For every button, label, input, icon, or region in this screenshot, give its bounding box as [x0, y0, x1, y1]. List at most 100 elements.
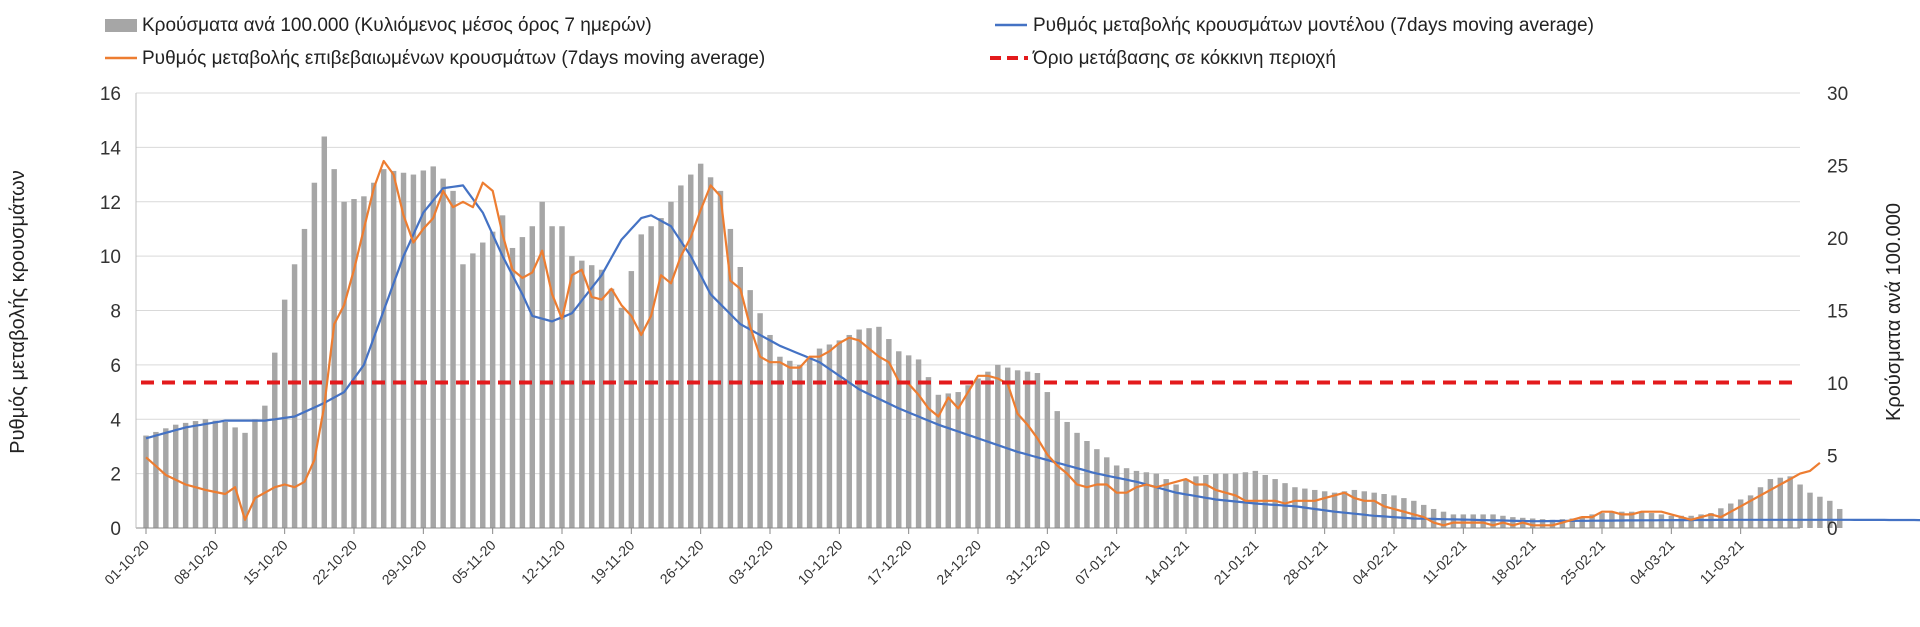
line-series [141, 159, 1920, 527]
legend-label-confirmed: Ρυθμός μεταβολής επιβεβαιωμένων κρουσμάτ… [142, 48, 765, 69]
y-right-tick-label: 25 [1827, 157, 1848, 178]
bar [1827, 500, 1833, 528]
bar [747, 290, 753, 528]
bar [202, 419, 209, 528]
bar [1143, 472, 1150, 528]
bar [1331, 492, 1338, 528]
bar [787, 360, 793, 528]
legend-item-bars: Κρούσματα ανά 100.000 (Κυλιόμενος μέσος … [105, 15, 652, 36]
bar [1193, 476, 1199, 528]
y-right-tick-label: 10 [1827, 374, 1848, 395]
bar [777, 356, 783, 528]
bar [598, 269, 605, 528]
y-left-tick-label: 10 [100, 247, 121, 268]
bar [232, 427, 238, 528]
bar [1460, 514, 1467, 528]
bar [1094, 449, 1100, 528]
y-left-tick-label: 2 [110, 465, 121, 486]
legend-item-threshold: Όριο μετάβασης σε κόκκινη περιοχή [990, 48, 1336, 69]
bar [1698, 514, 1704, 528]
y-left-tick-label: 16 [100, 84, 121, 105]
bar [915, 359, 922, 528]
bar [1292, 487, 1298, 528]
y-left-tick-label: 12 [100, 193, 121, 214]
bar [1014, 370, 1021, 528]
x-tick-label: 31-12-20 [1003, 537, 1054, 588]
bar [351, 199, 357, 528]
bar [1549, 519, 1556, 528]
bar [1539, 519, 1546, 528]
legend-label-threshold: Όριο μετάβασης σε κόκκινη περιοχή [1032, 48, 1336, 69]
x-tick-label: 01-10-20 [101, 537, 152, 588]
x-tick-label: 28-01-21 [1280, 537, 1331, 588]
bar [420, 170, 427, 528]
legend-label-bars: Κρούσματα ανά 100.000 (Κυλιόμενος μέσος … [142, 15, 652, 36]
bar [816, 348, 823, 528]
bar [1163, 479, 1169, 528]
bar [1203, 474, 1209, 528]
bar [1212, 473, 1219, 528]
bar [1777, 477, 1784, 528]
x-tick-label: 04-03-21 [1627, 537, 1678, 588]
bar [1450, 514, 1457, 528]
bar [579, 260, 585, 528]
bar [390, 170, 397, 528]
bar [1767, 479, 1774, 528]
bar [559, 226, 565, 528]
bar [1371, 492, 1377, 528]
bar [1272, 479, 1278, 528]
y-axis-right-ticks: 0 5 10 15 20 25 30 [1827, 84, 1848, 540]
x-tick-label: 05-11-20 [449, 537, 499, 587]
bar [470, 253, 476, 528]
legend-item-confirmed: Ρυθμός μεταβολής επιβεβαιωμένων κρουσμάτ… [105, 48, 765, 69]
bar [1797, 484, 1803, 528]
bar [707, 177, 714, 528]
bar [905, 355, 912, 528]
bar [826, 344, 833, 528]
legend-label-model: Ρυθμός μεταβολής κρουσμάτων μοντέλου (7d… [1033, 15, 1594, 36]
x-tick-label: 26-11-20 [657, 537, 707, 587]
bar [222, 421, 228, 528]
bar [965, 385, 971, 528]
bar [1153, 473, 1160, 528]
bar [1381, 494, 1387, 528]
series-line-confirmed [145, 159, 1821, 527]
y-left-tick-label: 0 [110, 519, 121, 540]
x-tick-label: 17-12-20 [864, 537, 915, 588]
bar [380, 169, 387, 528]
bar [717, 190, 724, 528]
legend: Κρούσματα ανά 100.000 (Κυλιόμενος μέσος … [105, 15, 1594, 69]
bar [252, 419, 258, 528]
bar [876, 326, 882, 528]
y-axis-left-title: Ρυθμός μεταβολής κρουσμάτων [7, 170, 29, 454]
bar [499, 215, 506, 528]
bar [648, 226, 654, 528]
bar [450, 190, 456, 528]
x-tick-label: 11-03-21 [1697, 537, 1747, 587]
bar [1480, 514, 1486, 528]
bar [678, 185, 684, 528]
bar [806, 356, 813, 528]
x-tick-label: 29-10-20 [379, 537, 430, 588]
bar [143, 435, 149, 528]
bar [796, 364, 803, 528]
bar [291, 264, 298, 528]
bar [628, 271, 635, 528]
x-tick-label: 04-02-21 [1349, 537, 1400, 588]
bar [212, 420, 219, 528]
bar [1817, 496, 1823, 528]
bar [1351, 489, 1358, 528]
x-tick-label: 11-02-21 [1419, 537, 1469, 587]
x-tick-label: 21-01-21 [1211, 537, 1262, 588]
bar [331, 169, 337, 528]
bar [1836, 508, 1843, 528]
bar [1074, 432, 1080, 528]
bar [1173, 484, 1179, 528]
bar [480, 242, 486, 528]
bar [886, 339, 892, 528]
bar [1529, 518, 1536, 528]
bar [1341, 491, 1348, 528]
bar [1113, 465, 1120, 528]
bar [1034, 373, 1041, 528]
y-left-tick-label: 6 [110, 356, 121, 377]
